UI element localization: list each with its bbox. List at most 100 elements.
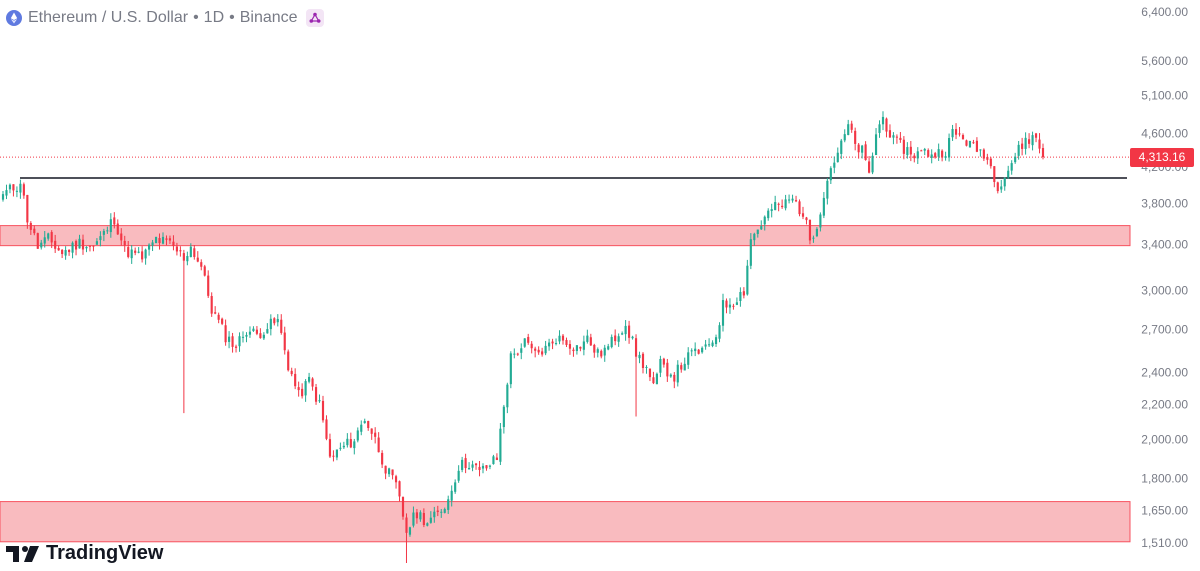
candle-body [996, 182, 999, 192]
candle-body [749, 239, 752, 266]
candle-body [989, 158, 992, 167]
candle-body [116, 223, 119, 235]
candle-body [554, 343, 558, 345]
candle-body [276, 318, 279, 323]
candle-body [965, 140, 968, 146]
candle-body [888, 130, 892, 138]
candle-body [662, 358, 665, 365]
candle-body [1017, 144, 1020, 156]
exchange-label[interactable]: Binance [239, 9, 298, 26]
candle-body [680, 365, 683, 370]
candle-body [356, 430, 359, 441]
candle-body [850, 123, 853, 130]
symbol-name[interactable]: Ethereum / U.S. Dollar [28, 9, 189, 26]
candle-body [280, 319, 283, 333]
candle-body [746, 265, 749, 295]
candle-body [770, 209, 773, 212]
candle-body [398, 481, 401, 497]
price-axis[interactable]: 6,400.005,600.005,100.004,600.004,200.00… [1141, 5, 1188, 550]
tradingview-logo[interactable]: TradingView [6, 542, 163, 565]
candle-body [15, 190, 18, 192]
candle-body [377, 437, 380, 453]
candle-body [245, 334, 248, 337]
candle-body [391, 469, 394, 476]
candle-body [527, 336, 530, 343]
candle-body [742, 291, 745, 296]
candle-body [777, 203, 780, 205]
candle-body [506, 384, 509, 408]
candle-body [161, 236, 165, 244]
candle-body [436, 510, 439, 512]
candle-body [634, 338, 638, 357]
candle-body [586, 335, 589, 342]
candle-body [241, 336, 245, 338]
candle-body [645, 366, 648, 368]
candle-body [443, 509, 446, 513]
candle-body [972, 142, 975, 144]
candle-body [718, 325, 721, 339]
candle-body [252, 328, 255, 332]
y-tick-label: 2,200.00 [1141, 398, 1188, 412]
interval-label[interactable]: 1D [203, 9, 225, 26]
candle-body [134, 250, 137, 253]
candle-body [596, 349, 599, 353]
candle-body [5, 190, 8, 196]
candle-body [986, 156, 989, 160]
candle-body [516, 353, 519, 355]
price-zone-1[interactable] [0, 225, 1131, 247]
candle-body [203, 266, 206, 276]
candle-body [979, 149, 982, 151]
candle-body [708, 344, 711, 346]
share-icon[interactable] [305, 9, 324, 27]
candle-body [384, 465, 387, 474]
candle-body [534, 348, 537, 351]
candle-body [68, 249, 71, 253]
candle-body [760, 226, 763, 230]
candle-body [408, 527, 412, 535]
candle-body [826, 180, 829, 199]
candle-body [655, 373, 658, 385]
candle-body [544, 345, 547, 354]
candle-body [40, 242, 43, 248]
candle-body [794, 200, 798, 202]
candle-body [840, 140, 843, 154]
candle-body [457, 470, 460, 481]
candle-body [878, 124, 881, 133]
price-zone-2[interactable] [0, 501, 1131, 543]
candle-body [530, 343, 533, 349]
candle-body [168, 238, 172, 241]
candle-body [196, 257, 199, 262]
candle-body [687, 352, 690, 365]
candle-body [648, 368, 652, 378]
candle-body [697, 349, 700, 354]
candle-body [61, 249, 64, 255]
candle-body [628, 325, 631, 338]
candle-body [405, 517, 408, 533]
candle-body [318, 400, 321, 402]
candle-body [937, 149, 940, 157]
candle-body [478, 466, 481, 470]
candle-body [221, 318, 224, 324]
candle-body [1000, 186, 1003, 190]
candle-body [951, 128, 954, 138]
candle-body [934, 153, 937, 158]
tradingview-logo-icon [6, 545, 39, 562]
candle-body [464, 458, 467, 469]
candle-body [64, 250, 67, 256]
candle-body [941, 150, 944, 158]
candle-body [948, 137, 951, 158]
candle-body [694, 348, 697, 352]
candle-body [273, 318, 276, 324]
chart-legend-header[interactable]: Ethereum / U.S. Dollar • 1D • Binance [6, 7, 324, 29]
candle-body [909, 146, 912, 155]
candle-body [1031, 135, 1034, 146]
candle-body [415, 512, 418, 519]
candle-body [993, 166, 996, 183]
candle-body [335, 449, 338, 458]
candle-body [349, 439, 352, 448]
y-tick-label: 6,400.00 [1141, 5, 1188, 19]
candle-body [1014, 156, 1017, 163]
candle-body [913, 155, 916, 159]
